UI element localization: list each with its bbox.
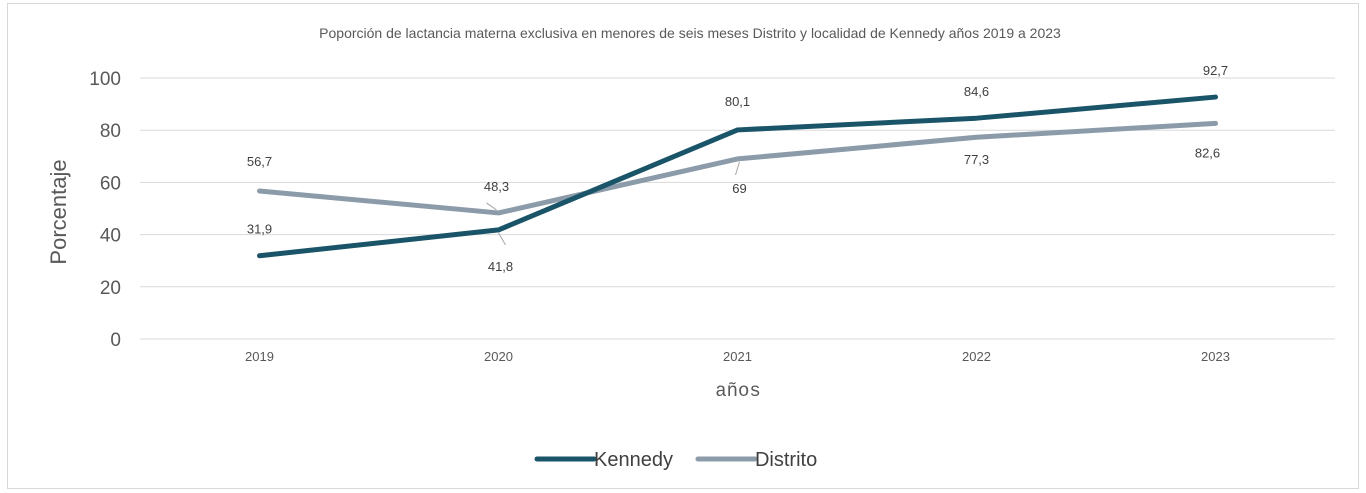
x-tick-label: 2022: [962, 349, 991, 364]
chart-title: Poporción de lactancia materna exclusiva…: [319, 25, 1061, 41]
y-axis-ticks: 0 20 40 60 80 100: [89, 69, 121, 351]
data-label-distrito: 77,3: [964, 152, 989, 167]
label-leader-line: [735, 161, 740, 176]
chart-frame: [7, 3, 1359, 489]
data-label-kennedy: 92,7: [1203, 63, 1228, 78]
y-tick-label: 20: [100, 278, 121, 299]
label-leader-line: [498, 232, 506, 246]
y-tick-label: 100: [89, 69, 121, 90]
y-tick-label: 80: [100, 121, 121, 142]
y-axis-label: Porcentaje: [46, 159, 71, 264]
gridlines: [140, 77, 1335, 340]
series-line-distrito: [257, 120, 1218, 216]
data-label-kennedy: 84,6: [964, 84, 989, 99]
y-tick-label: 60: [100, 173, 121, 194]
data-labels: 31,9 41,8 80,1 84,6 92,7 56,7 48,3 69 77,3 82,6: [247, 63, 1228, 274]
data-label-distrito: 56,7: [247, 154, 272, 169]
x-axis-ticks: 2019 2020 2021 2022 2023: [245, 349, 1230, 364]
label-leader-lines: [486, 161, 740, 246]
label-leader-line: [486, 202, 497, 211]
data-label-distrito: 48,3: [484, 179, 509, 194]
series-line-kennedy: [257, 94, 1218, 259]
data-label-distrito: 82,6: [1195, 145, 1220, 160]
x-tick-label: 2019: [245, 349, 274, 364]
legend-label-distrito: Distrito: [755, 449, 817, 471]
data-label-kennedy: 41,8: [488, 259, 513, 274]
x-tick-label: 2020: [484, 349, 513, 364]
x-tick-label: 2023: [1201, 349, 1230, 364]
y-tick-label: 40: [100, 226, 121, 247]
data-label-distrito: 69: [732, 181, 746, 196]
data-label-kennedy: 31,9: [247, 222, 272, 237]
x-axis-label: años: [715, 380, 761, 402]
legend-label-kennedy: Kennedy: [594, 449, 673, 471]
data-label-kennedy: 80,1: [725, 94, 750, 109]
x-tick-label: 2021: [723, 349, 752, 364]
legend: Kennedy Distrito: [534, 449, 817, 471]
series-lines: [257, 94, 1218, 259]
y-tick-label: 0: [110, 330, 121, 351]
